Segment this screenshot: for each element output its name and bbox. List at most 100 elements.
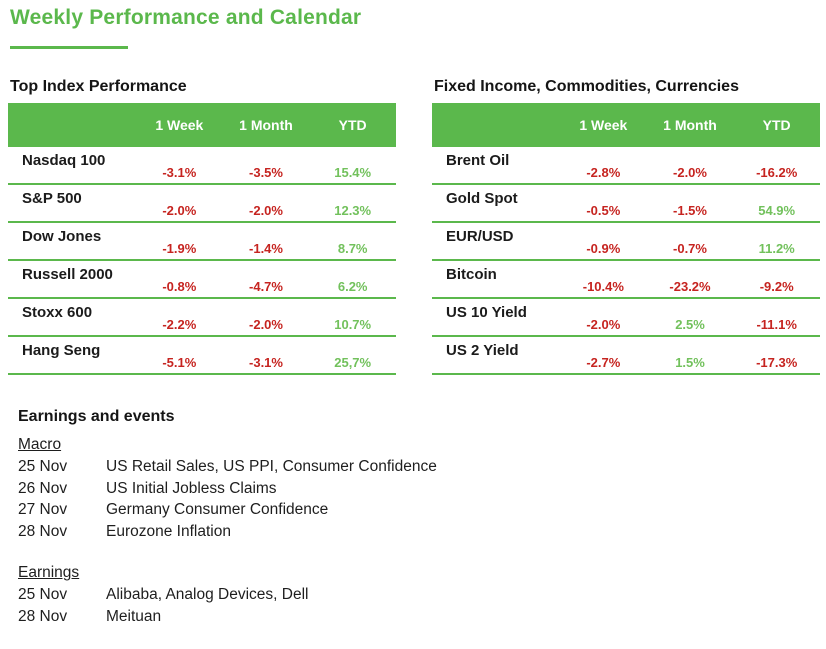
performance-value: -2.0% xyxy=(249,317,283,332)
table-row: Dow Jones -1.9% -1.4% 8.7% xyxy=(8,223,396,261)
performance-value: -23.2% xyxy=(669,279,711,294)
page-title: Weekly Performance and Calendar xyxy=(10,6,362,29)
instrument-name: Dow Jones xyxy=(22,228,102,245)
instrument-name: Bitcoin xyxy=(446,266,497,283)
calendar-item: 28 Nov Meituan xyxy=(18,606,638,628)
performance-value: 1.5% xyxy=(675,355,705,370)
table-row: EUR/USD -0.9% -0.7% 11.2% xyxy=(432,223,820,261)
column-header-1month: 1 Month xyxy=(239,117,293,133)
instrument-name: Hang Seng xyxy=(22,342,101,359)
table-row: US 10 Yield -2.0% 2.5% -11.1% xyxy=(432,299,820,337)
performance-value: -4.7% xyxy=(249,279,283,294)
performance-value: -3.5% xyxy=(249,165,283,180)
performance-value: -3.1% xyxy=(249,355,283,370)
performance-value: 6.2% xyxy=(337,279,368,294)
table-row: US 2 Yield -2.7% 1.5% -17.3% xyxy=(432,337,820,375)
performance-value: -0.8% xyxy=(162,279,197,294)
table-header-row: 1 Week 1 Month YTD xyxy=(432,103,820,147)
performance-value: -0.5% xyxy=(586,203,621,218)
table-row: Brent Oil -2.8% -2.0% -16.2% xyxy=(432,147,820,185)
instrument-name: US 2 Yield xyxy=(446,342,519,359)
calendar-item-date: 25 Nov xyxy=(18,586,68,603)
performance-value: -1.5% xyxy=(673,203,707,218)
table-body: Brent Oil -2.8% -2.0% -16.2% Gold Spot -0.5% -… xyxy=(432,147,820,375)
instrument-name: US 10 Yield xyxy=(446,304,527,321)
calendar-heading: Earnings and events xyxy=(18,408,175,425)
performance-value: 10.7% xyxy=(334,317,372,332)
performance-value: -0.7% xyxy=(673,241,707,256)
instrument-name: Brent Oil xyxy=(446,152,510,169)
calendar-item-date: 25 Nov xyxy=(18,458,68,475)
table-row: Gold Spot -0.5% -1.5% 54.9% xyxy=(432,185,820,223)
calendar-item: 25 Nov Alibaba, Analog Devices, Dell xyxy=(18,584,638,606)
performance-value: -1.9% xyxy=(162,241,197,256)
calendar-item-date: 26 Nov xyxy=(18,479,68,497)
title-underline xyxy=(10,46,128,49)
earnings-and-events-section: Earnings and events Macro 25 Nov US Retail… xyxy=(18,408,638,649)
calendar-item: 28 Nov Eurozone Inflation xyxy=(18,521,638,543)
performance-value: 15.4% xyxy=(334,165,372,180)
calendar-item-text: US Initial Jobless Claims xyxy=(106,479,277,497)
performance-value: -16.2% xyxy=(756,165,798,180)
table-row: Nasdaq 100 -3.1% -3.5% 15.4% xyxy=(8,147,396,185)
performance-value: -3.1% xyxy=(162,165,197,180)
tables-row: Top Index Performance 1 Week 1 Month YTD… xyxy=(8,78,820,375)
instrument-name: Gold Spot xyxy=(446,190,518,207)
calendar-item-date: 27 Nov xyxy=(18,501,68,518)
table-heading: Fixed Income, Commodities, Currencies xyxy=(434,78,739,95)
instrument-name: Russell 2000 xyxy=(22,266,113,283)
performance-value: -2.0% xyxy=(249,203,283,218)
calendar-section-label: Earnings xyxy=(18,564,80,581)
performance-value: 8.7% xyxy=(337,241,368,256)
fixed-income-commodities-currencies-table: Fixed Income, Commodities, Currencies 1 … xyxy=(432,78,820,375)
top-index-performance-table: Top Index Performance 1 Week 1 Month YTD… xyxy=(8,78,396,375)
table-row: Bitcoin -10.4% -23.2% -9.2% xyxy=(432,261,820,299)
performance-value: -11.1% xyxy=(756,317,797,332)
calendar-item-date: 28 Nov xyxy=(18,522,68,540)
performance-value: -17.3% xyxy=(756,355,798,370)
calendar-section: Macro 25 Nov US Retail Sales, US PPI, Cons… xyxy=(18,436,638,542)
table-row: Russell 2000 -0.8% -4.7% 6.2% xyxy=(8,261,396,299)
performance-value: 2.5% xyxy=(675,317,705,332)
performance-value: -10.4% xyxy=(582,279,624,294)
performance-value: 12.3% xyxy=(334,203,372,218)
instrument-name: S&P 500 xyxy=(22,190,82,207)
instrument-name: Stoxx 600 xyxy=(22,304,93,321)
table-row: S&P 500 -2.0% -2.0% 12.3% xyxy=(8,185,396,223)
table-heading: Top Index Performance xyxy=(10,78,187,95)
calendar-item-text: Eurozone Inflation xyxy=(106,522,231,540)
table-row: Hang Seng -5.1% -3.1% 25,7% xyxy=(8,337,396,375)
performance-value: 25,7% xyxy=(334,355,372,370)
calendar-item-text: Germany Consumer Confidence xyxy=(106,501,329,518)
calendar-item-date: 28 Nov xyxy=(18,607,68,625)
calendar-item: 25 Nov US Retail Sales, US PPI, Consumer … xyxy=(18,456,638,478)
performance-value: 54.9% xyxy=(758,203,796,218)
performance-value: -2.0% xyxy=(162,203,197,218)
column-header-ytd: YTD xyxy=(338,117,367,133)
instrument-name: EUR/USD xyxy=(446,228,514,245)
performance-value: -1.4% xyxy=(249,241,283,256)
performance-value: -2.0% xyxy=(586,317,621,332)
performance-value: -2.7% xyxy=(586,355,621,370)
column-header-1week: 1 Week xyxy=(155,117,204,133)
calendar-item: 26 Nov US Initial Jobless Claims xyxy=(18,478,638,500)
calendar-item-text: Alibaba, Analog Devices, Dell xyxy=(106,586,309,603)
column-header-ytd: YTD xyxy=(762,117,791,133)
calendar-item-text: Meituan xyxy=(106,607,162,625)
column-header-1month: 1 Month xyxy=(663,117,717,133)
performance-value: -0.9% xyxy=(586,241,621,256)
instrument-name: Nasdaq 100 xyxy=(22,152,106,169)
calendar-item: 27 Nov Germany Consumer Confidence xyxy=(18,499,638,521)
performance-value: 11.2% xyxy=(758,241,795,256)
table-body: Nasdaq 100 -3.1% -3.5% 15.4% S&P 500 -2.0% -2.… xyxy=(8,147,396,375)
calendar-section-label: Macro xyxy=(18,436,62,453)
table-header-row: 1 Week 1 Month YTD xyxy=(8,103,396,147)
calendar-sections: Macro 25 Nov US Retail Sales, US PPI, Cons… xyxy=(18,436,638,627)
performance-value: -2.0% xyxy=(673,165,707,180)
performance-value: -9.2% xyxy=(759,279,794,294)
performance-value: -2.8% xyxy=(586,165,621,180)
table-row: Stoxx 600 -2.2% -2.0% 10.7% xyxy=(8,299,396,337)
calendar-item-text: US Retail Sales, US PPI, Consumer Confid… xyxy=(106,458,437,475)
calendar-section: Earnings 25 Nov Alibaba, Analog Devices, D… xyxy=(18,564,638,627)
